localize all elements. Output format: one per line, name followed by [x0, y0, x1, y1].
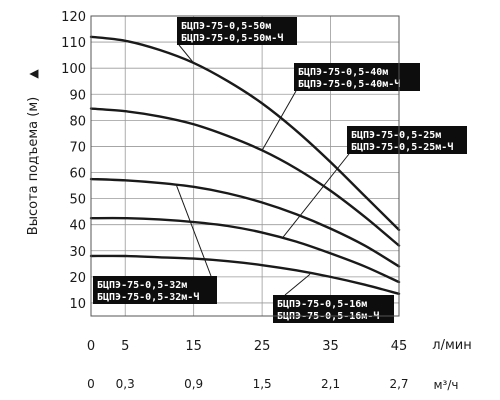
performance-curves: [89, 35, 401, 296]
label-leader-line: [282, 153, 350, 239]
series-label-text: БЦПЭ-75-0,5-16м: [277, 299, 367, 310]
y-tick-label: 100: [61, 62, 86, 77]
series-label-text: БЦПЭ-75-0,5-40м-Ч: [298, 78, 400, 90]
y-tick-label: 80: [69, 114, 86, 129]
y-tick-label: 40: [69, 219, 86, 234]
x2-tick-label: 0: [87, 377, 95, 391]
y-tick-label: 10: [69, 297, 86, 312]
y-axis-arrow: ▲: [26, 69, 40, 79]
x2-tick-label: 2,1: [321, 377, 340, 391]
series-line: [89, 254, 401, 296]
x-tick-label: 45: [391, 339, 408, 354]
y-tick-label: 120: [61, 10, 86, 25]
y-tick-label: 60: [69, 167, 86, 182]
x2-tick-label: 1,5: [253, 377, 272, 391]
series-label-text: БЦПЭ-75-0,5-40м: [298, 67, 388, 78]
x-tick-label: 0: [87, 339, 95, 354]
x-axis-label-secondary: м³/ч: [434, 378, 459, 392]
y-axis-label: Высота подъема (м): [26, 97, 41, 235]
x-tick-label: 5: [121, 339, 129, 354]
series-line: [89, 35, 401, 232]
y-tick-label: 70: [69, 140, 86, 155]
series-label-text: БЦПЭ-75-0,5-50м: [181, 21, 271, 32]
y-tick-label: 20: [69, 271, 86, 286]
label-leader-lines: [176, 44, 350, 296]
y-tick-label: 50: [69, 193, 86, 208]
series-label-box: [273, 295, 394, 323]
axes: 10 20 30 40 50 60 70 80 90 100 110 120 0 5 15 25 35 45 л/м…: [26, 10, 472, 392]
series-label-text: БЦПЭ-75-0,5-50м-Ч: [181, 32, 283, 44]
series-label-text: БЦПЭ-75-0,5-25м-Ч: [351, 141, 453, 153]
series-label-box: [177, 17, 297, 45]
x2-tick-label: 0,9: [184, 377, 203, 391]
series-label-text: БЦПЭ-75-0,5-25м: [351, 130, 441, 141]
x2-tick-label: 2,7: [389, 377, 408, 391]
x-tick-label: 35: [322, 339, 339, 354]
x-tick-label: 15: [185, 339, 202, 354]
series-line: [89, 177, 401, 268]
x-axis-label-primary: л/мин: [432, 338, 471, 353]
label-leader-line: [261, 90, 297, 151]
label-leader-line: [178, 44, 195, 64]
x2-tick-label: 0,3: [116, 377, 135, 391]
series-line: [89, 107, 401, 247]
series-label-text: БЦПЭ-75-0,5-32м-Ч: [97, 291, 199, 303]
y-tick-label: 30: [69, 245, 86, 260]
label-leader-line: [284, 273, 311, 296]
series-line: [89, 216, 401, 284]
y-tick-label: 90: [69, 88, 86, 103]
y-tick-label: 110: [61, 36, 86, 51]
x-tick-label: 25: [254, 339, 271, 354]
plot-frame: [90, 15, 400, 317]
series-label-box: [93, 276, 217, 304]
grid: [90, 15, 400, 316]
series-label-text: БЦПЭ-75-0,5-32м: [97, 280, 187, 291]
label-leader-line: [176, 185, 212, 277]
series-label-box: [347, 126, 467, 154]
